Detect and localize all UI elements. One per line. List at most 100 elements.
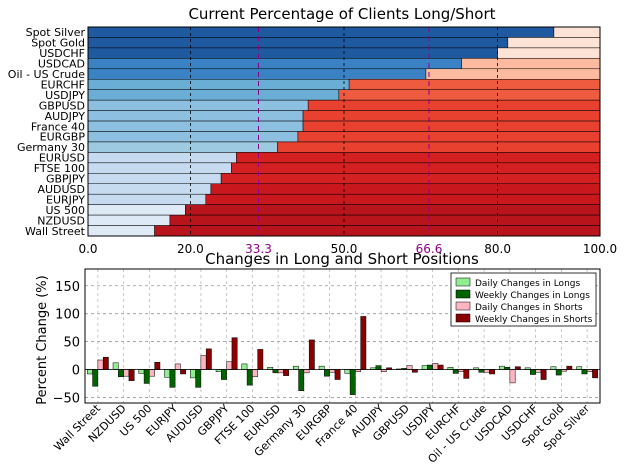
legend-swatch-daily-changes-in-shorts: [455, 301, 471, 311]
short-bar-audjpy: [302, 110, 601, 122]
bar-daily-changes-in-longs-spot-gold: [550, 366, 557, 370]
bar-daily-changes-in-shorts-usdchf: [535, 369, 542, 373]
bar-weekly-changes-in-shorts-us-500: [154, 361, 161, 370]
bar-weekly-changes-in-longs-usdjpy: [427, 364, 433, 370]
short-bar-audusd: [210, 183, 601, 195]
bar-daily-changes-in-shorts-ftse-100: [252, 369, 258, 378]
bar-daily-changes-in-shorts-audusd: [200, 355, 207, 370]
x-tick-label: 0.0: [78, 242, 97, 256]
short-bar-us-500: [185, 204, 601, 216]
reference-tick-label: 66.6: [416, 242, 443, 256]
category-label-ftse-100: FTSE 100: [34, 162, 85, 175]
bar-daily-changes-in-longs-ftse-100: [241, 363, 248, 370]
legend-label-weekly-changes-in-shorts: Weekly Changes in Shorts: [475, 315, 593, 325]
long-bar-eurchf: [87, 79, 350, 90]
bar-weekly-changes-in-longs-germany-30: [298, 369, 305, 391]
legend-swatch-weekly-changes-in-shorts: [455, 313, 471, 323]
y-tick-label: −50: [53, 391, 80, 406]
legend: Daily Changes in Longs Weekly Changes in …: [450, 272, 597, 327]
bar-daily-changes-in-longs-wall-street: [87, 369, 93, 375]
category-label-eurgbp: EURGBP: [40, 131, 86, 144]
bar-weekly-changes-in-shorts-nzdusd: [128, 369, 135, 381]
bar-weekly-changes-in-shorts-spot-gold: [566, 365, 573, 370]
category-label-nzdusd: NZDUSD: [37, 214, 85, 227]
y-tick-label: 50: [63, 336, 80, 351]
legend-swatch-weekly-changes-in-longs: [455, 289, 471, 299]
bar-daily-changes-in-shorts-nzdusd: [123, 369, 130, 377]
bar-weekly-changes-in-shorts-gbpusd: [411, 369, 418, 373]
short-bar-eurusd: [236, 152, 601, 164]
bar-weekly-changes-in-longs-nzdusd: [118, 369, 124, 378]
bar-daily-changes-in-longs-france-40: [344, 369, 351, 374]
long-bar-usdcad: [87, 58, 463, 70]
legend-label-daily-changes-in-longs: Daily Changes in Longs: [475, 279, 580, 289]
category-label-audusd: AUDUSD: [37, 183, 85, 196]
bar-daily-changes-in-longs-usdcad: [499, 365, 505, 370]
bar-daily-changes-in-shorts-eurgbp: [329, 369, 336, 373]
bar-daily-changes-in-longs-nzdusd: [112, 362, 119, 370]
short-bar-france-40: [302, 120, 601, 132]
changes-chart-title: Changes in Long and Short Positions: [205, 250, 479, 268]
plot-frame: [87, 26, 601, 237]
short-bar-eurjpy: [205, 193, 601, 205]
bar-daily-changes-in-longs-germany-30: [293, 365, 299, 370]
long-bar-gbpjpy: [87, 173, 222, 185]
short-bar-wall-street: [154, 225, 601, 237]
y-tick-label: 0: [72, 364, 80, 379]
x-tick-label: 80.0: [484, 242, 511, 256]
long-bar-spot-gold: [87, 37, 509, 49]
bar-weekly-changes-in-shorts-gbpjpy: [231, 337, 238, 370]
bar-daily-changes-in-shorts-gbpusd: [406, 365, 413, 370]
category-label-usdcad: USDCAD: [38, 58, 85, 71]
short-bar-usdjpy: [338, 89, 601, 101]
bar-weekly-changes-in-longs-wall-street: [92, 369, 99, 387]
bar-daily-changes-in-longs-spot-silver: [576, 366, 583, 370]
long-bar-eurusd: [87, 152, 237, 164]
long-bar-usdchf: [87, 47, 498, 59]
bar-daily-changes-in-shorts-usdjpy: [432, 363, 439, 370]
short-bar-spot-silver: [553, 26, 601, 38]
long-bar-eurgbp: [87, 131, 299, 143]
changes-y-axis-label: Percent Change (%): [35, 275, 50, 404]
bar-weekly-changes-in-longs-spot-silver: [581, 369, 588, 375]
bar-weekly-changes-in-shorts-eurchf: [463, 369, 470, 379]
bar-daily-changes-in-shorts-us-500: [149, 369, 155, 377]
x-tick-label: 50.0: [331, 242, 358, 256]
bar-weekly-changes-in-shorts-usdchf: [540, 369, 547, 380]
y-tick-label: 150: [55, 280, 80, 295]
category-label-france-40: France 40: [31, 120, 85, 133]
legend-swatch-daily-changes-in-longs: [455, 277, 471, 287]
long-bar-germany-30: [87, 141, 278, 153]
legend-label-daily-changes-in-shorts: Daily Changes in Shorts: [475, 303, 583, 313]
bar-weekly-changes-in-longs-eurchf: [452, 369, 459, 374]
long-bar-audusd: [87, 183, 212, 195]
bar-daily-changes-in-shorts-eurusd: [277, 369, 284, 374]
short-bar-spot-gold: [507, 37, 601, 49]
category-label-gbpusd: GBPUSD: [39, 99, 85, 112]
bar-daily-changes-in-shorts-eurjpy: [174, 363, 181, 370]
category-label-eurchf: EURCHF: [41, 78, 85, 91]
category-label-gbpjpy: GBPJPY: [46, 173, 85, 186]
bar-weekly-changes-in-longs-usdchf: [530, 369, 536, 375]
bar-weekly-changes-in-shorts-usdcad: [514, 366, 521, 370]
bar-weekly-changes-in-longs-audusd: [195, 369, 202, 388]
long-bar-france-40: [87, 120, 304, 132]
bar-weekly-changes-in-shorts-usdjpy: [437, 364, 444, 370]
bar-weekly-changes-in-longs-eurjpy: [169, 369, 176, 388]
category-label-us-500: US 500: [45, 204, 85, 217]
legend-label-weekly-changes-in-longs: Weekly Changes in Longs: [475, 291, 590, 301]
bar-weekly-changes-in-shorts-wall-street: [102, 356, 109, 370]
bar-weekly-changes-in-shorts-eurjpy: [180, 369, 186, 375]
long-bar-audjpy: [87, 110, 304, 122]
long-bar-us-500: [87, 204, 186, 216]
bar-daily-changes-in-longs-audusd: [190, 369, 196, 379]
category-label-wall-street: Wall Street: [25, 225, 86, 238]
bar-daily-changes-in-shorts-usdcad: [509, 369, 516, 384]
long-short-chart-title: Current Percentage of Clients Long/Short: [188, 5, 495, 23]
category-label-eurusd: EURUSD: [39, 152, 85, 165]
short-bar-ftse-100: [231, 162, 601, 174]
category-label-oil-us-crude: Oil - US Crude: [8, 68, 85, 81]
bar-weekly-changes-in-shorts-eurgbp: [334, 369, 341, 380]
bar-weekly-changes-in-shorts-ftse-100: [257, 349, 264, 370]
short-bar-gbpusd: [307, 99, 601, 111]
